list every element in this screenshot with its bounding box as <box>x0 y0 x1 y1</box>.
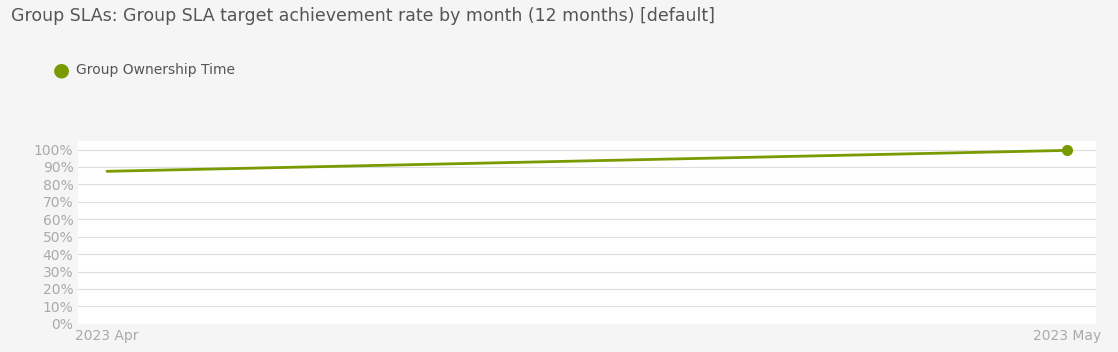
Text: Group SLAs: Group SLA target achievement rate by month (12 months) [default]: Group SLAs: Group SLA target achievement… <box>11 7 716 25</box>
Text: Group Ownership Time: Group Ownership Time <box>76 63 235 77</box>
Text: ●: ● <box>53 61 70 80</box>
